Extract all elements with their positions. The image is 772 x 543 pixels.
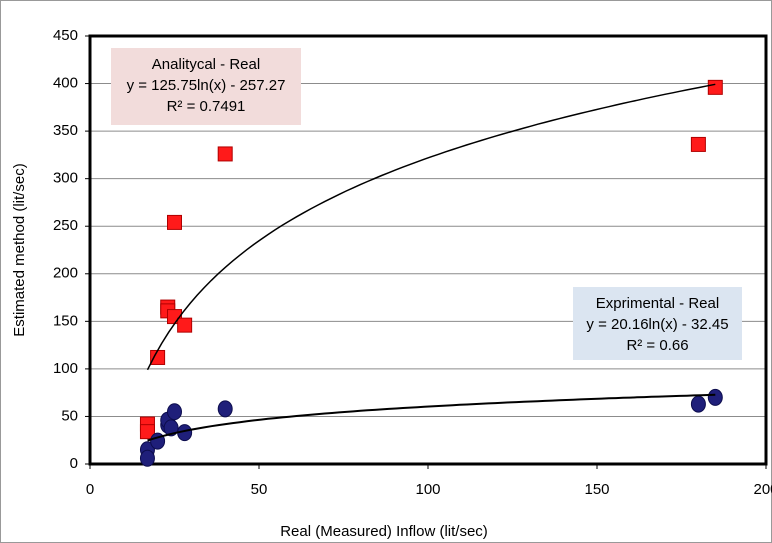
point [150, 349, 166, 365]
y-tick-label: 250 [53, 217, 78, 234]
y-axis-title: Estimated method (lit/sec) [11, 163, 28, 336]
x-axis-title: Real (Measured) Inflow (lit/sec) [280, 523, 488, 540]
y-tick-label: 200 [53, 265, 78, 282]
x-tick-label: 200 [753, 481, 772, 498]
point [690, 136, 706, 152]
annotation-box [573, 287, 742, 360]
point [167, 403, 182, 421]
y-tick-label: 50 [61, 407, 78, 424]
point [217, 400, 233, 418]
point [163, 419, 179, 437]
trendline [146, 83, 716, 371]
y-tick-label: 100 [53, 360, 78, 377]
point [167, 214, 182, 230]
x-tick-label: 0 [86, 481, 94, 498]
point [177, 317, 193, 333]
annotation-equation: y = 125.75ln(x) - 257.27 [127, 77, 286, 94]
point [690, 395, 706, 413]
x-tick-label: 50 [251, 481, 268, 498]
y-tick-label: 450 [53, 27, 78, 44]
x-tick-label: 150 [584, 481, 609, 498]
y-tick-label: 350 [53, 122, 78, 139]
annotation-box [111, 48, 301, 125]
annotation-r2: R² = 0.7491 [167, 98, 246, 115]
y-tick-label: 400 [53, 75, 78, 92]
annotation-title: Exprimental - Real [596, 295, 719, 312]
point [707, 79, 723, 95]
x-tick-label: 100 [415, 481, 440, 498]
point [217, 146, 233, 162]
point [139, 424, 155, 440]
trendline [147, 393, 716, 442]
y-tick-label: 300 [53, 170, 78, 187]
y-tick-label: 0 [70, 455, 78, 472]
annotation-equation: y = 20.16ln(x) - 32.45 [586, 316, 728, 333]
annotation-title: Analitycal - Real [152, 56, 260, 73]
annotation-r2: R² = 0.66 [626, 337, 688, 354]
plot-border [88, 34, 768, 466]
point [139, 449, 155, 467]
point [707, 388, 723, 406]
y-tick-label: 150 [53, 312, 78, 329]
